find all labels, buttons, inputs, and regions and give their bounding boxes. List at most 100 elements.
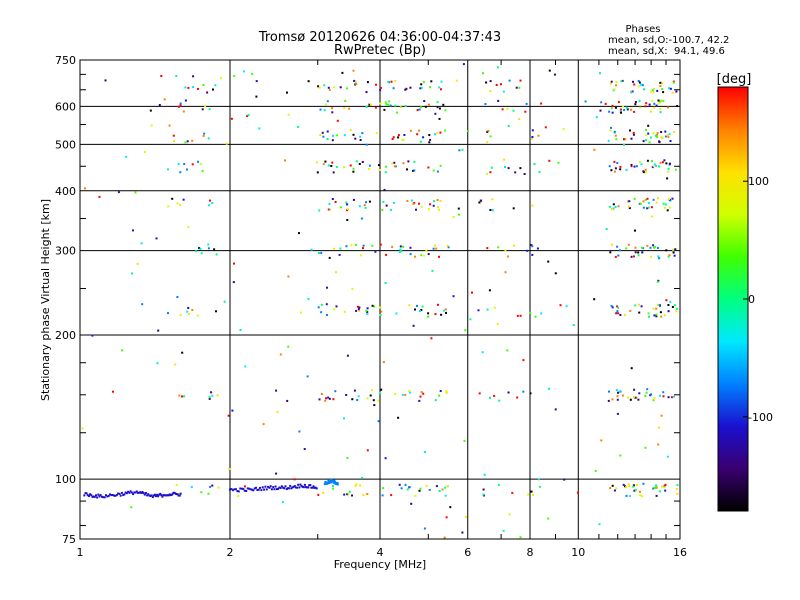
trace-point [280, 485, 283, 488]
data-point [328, 397, 331, 400]
trace-point [114, 494, 117, 497]
data-point [418, 129, 421, 132]
data-point [420, 86, 423, 89]
trace-point [230, 488, 233, 491]
data-point [519, 314, 522, 317]
data-point [538, 171, 541, 174]
y-tick-label: 500 [55, 138, 76, 151]
data-point [655, 164, 658, 167]
trace-point [113, 494, 116, 497]
trace-point [97, 493, 100, 496]
data-point [332, 487, 335, 490]
data-point [91, 334, 94, 337]
y-tick-label: 75 [62, 533, 76, 546]
data-point [215, 253, 218, 256]
data-point [251, 72, 254, 75]
trace-point [233, 488, 236, 491]
data-point [675, 307, 678, 310]
data-point [346, 493, 349, 496]
data-point [339, 247, 342, 250]
data-point [609, 487, 612, 489]
data-point [346, 208, 349, 211]
data-point [140, 242, 143, 245]
data-point [464, 329, 467, 332]
data-point [649, 246, 652, 249]
data-point [399, 245, 402, 248]
data-point [648, 315, 650, 318]
data-point [637, 251, 640, 254]
trace-point [120, 491, 123, 494]
data-point [483, 473, 486, 476]
data-point [359, 135, 362, 138]
data-point [638, 99, 641, 102]
data-point [534, 315, 537, 318]
trace-point [148, 494, 151, 497]
data-point [518, 118, 521, 121]
data-point [344, 99, 347, 102]
trace-point [102, 496, 105, 499]
data-point [343, 166, 345, 169]
data-point [621, 79, 624, 82]
data-point [404, 105, 407, 107]
data-point [374, 250, 377, 253]
data-point [614, 106, 617, 109]
data-point [634, 101, 637, 103]
colorbar-tick-label: 100 [748, 175, 769, 188]
data-point [384, 171, 387, 174]
data-point [493, 306, 496, 309]
data-point [432, 169, 435, 172]
data-point [666, 455, 669, 458]
data-point [611, 104, 614, 107]
data-point [547, 387, 550, 390]
data-point [504, 249, 507, 252]
trace-point [123, 493, 126, 496]
data-point [616, 305, 619, 308]
data-point [672, 81, 675, 84]
data-point [619, 165, 622, 168]
data-point [258, 127, 261, 130]
data-point [667, 135, 670, 138]
data-point [385, 204, 388, 207]
data-point [186, 310, 189, 313]
data-point [209, 485, 212, 488]
data-point [619, 454, 622, 457]
data-point [84, 187, 86, 190]
trace-point [329, 479, 332, 481]
data-point [594, 469, 597, 472]
trace-point [323, 483, 326, 486]
data-point [416, 304, 418, 307]
data-point [379, 243, 382, 246]
data-point [365, 309, 368, 312]
data-point [350, 244, 353, 247]
data-point [662, 395, 665, 398]
data-point [615, 138, 618, 141]
stats-heading: Phases [625, 24, 660, 35]
data-point [372, 399, 375, 402]
data-point [615, 81, 618, 84]
data-point [307, 80, 310, 83]
data-point [486, 141, 489, 144]
data-point [327, 164, 330, 167]
data-point [624, 138, 627, 141]
data-point [409, 253, 412, 256]
trace-point [292, 485, 295, 488]
data-point [645, 134, 648, 137]
data-point [634, 229, 636, 232]
data-point [378, 164, 380, 167]
trace-point [243, 489, 246, 492]
data-point [380, 310, 383, 313]
data-point [609, 82, 612, 85]
trace-point [140, 492, 143, 494]
data-point [655, 201, 658, 204]
data-point [143, 151, 146, 153]
data-point [668, 254, 671, 257]
data-point [676, 484, 679, 487]
data-point [211, 484, 214, 487]
data-point [634, 304, 637, 307]
data-point [176, 202, 179, 205]
data-point [397, 134, 400, 137]
data-point [530, 490, 533, 493]
data-point [391, 162, 394, 165]
data-point [610, 305, 613, 307]
data-point [355, 82, 358, 85]
